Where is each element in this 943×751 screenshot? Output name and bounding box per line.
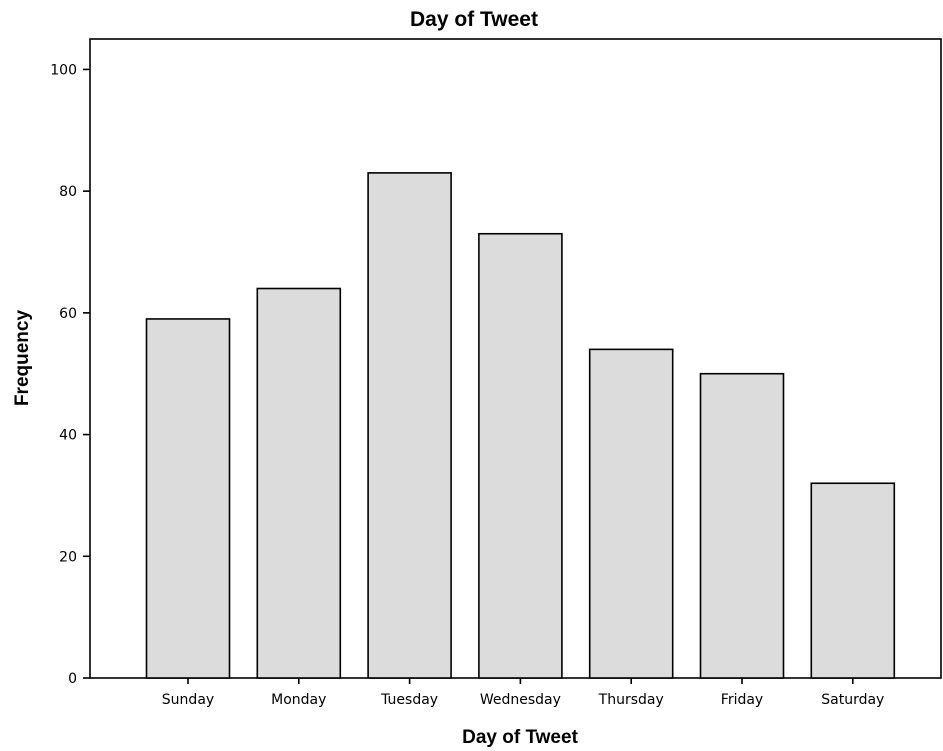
- bar-friday: [699, 372, 785, 679]
- x-tick-label: Wednesday: [480, 692, 561, 708]
- y-tick-label: 40: [59, 428, 77, 444]
- x-tick-label: Tuesday: [380, 692, 438, 708]
- bar-wednesday: [478, 232, 563, 679]
- x-tick-label: Saturday: [821, 692, 884, 708]
- y-tick-label: 100: [50, 62, 77, 78]
- bar-sunday: [145, 318, 231, 679]
- y-axis: 0 20 40 60 80 100: [50, 62, 90, 687]
- x-axis: Sunday Monday Tuesday Wednesday Thursday Frid…: [162, 678, 884, 708]
- bar-monday: [256, 287, 342, 679]
- x-tick-label: Sunday: [162, 692, 214, 708]
- bars: [145, 172, 896, 679]
- y-tick-label: 20: [59, 549, 77, 565]
- bar-thursday: [588, 348, 674, 679]
- y-tick-label: 60: [59, 306, 77, 322]
- x-tick-label: Monday: [271, 692, 326, 708]
- y-tick-label: 0: [68, 671, 77, 687]
- x-tick-label: Thursday: [598, 692, 664, 708]
- bar-tuesday: [367, 172, 452, 679]
- y-axis-title: Frequency: [12, 310, 33, 407]
- chart-title: Day of Tweet: [410, 8, 538, 31]
- x-tick-label: Friday: [721, 692, 763, 708]
- bar-saturday: [810, 482, 896, 679]
- x-axis-title: Day of Tweet: [462, 727, 578, 748]
- y-tick-label: 80: [59, 184, 77, 200]
